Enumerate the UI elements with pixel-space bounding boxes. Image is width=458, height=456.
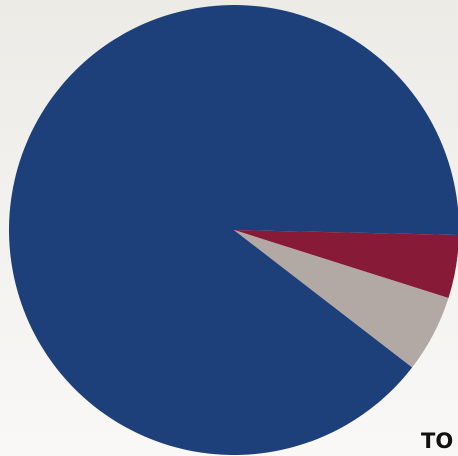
pie-slice-3: [234, 230, 449, 368]
pie-slice-1: [9, 5, 458, 455]
pie-slice-2: [234, 230, 458, 299]
total-label: TO: [421, 429, 454, 453]
